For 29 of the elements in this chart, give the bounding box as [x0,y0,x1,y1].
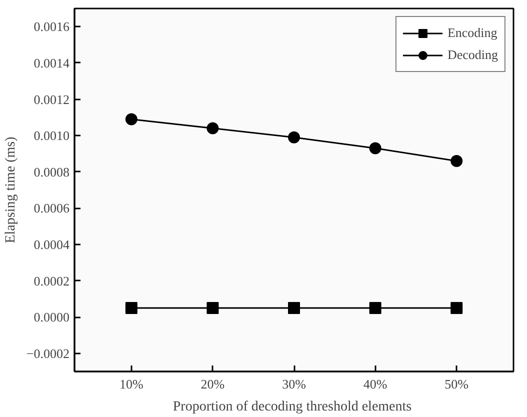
y-tick-label: 0.0014 [34,55,70,70]
x-tick-label: 10% [119,376,144,392]
point [125,302,138,314]
y-tick-label: 0.0012 [34,92,70,107]
x-tick-label: 40% [363,376,388,392]
point [206,122,219,134]
y-tick-label: 0.0002 [34,273,70,288]
y-tick-label: 0.0010 [34,128,70,144]
point [369,302,382,314]
x-tick-label: 30% [282,376,306,392]
point [125,113,138,126]
x-axis-title: Proportion of decoding threshold elements [172,400,412,414]
point [288,302,300,314]
point [450,154,463,167]
y-tick-label: 0.0008 [34,164,70,180]
legend-label: Encoding [447,25,498,41]
y-tick-label: 0.0006 [34,200,70,216]
point [288,131,300,144]
y-axis-title: Elapsing time (ms) [3,136,18,244]
y-tick-label: 0.0004 [34,236,70,252]
legend-label: Decoding [447,47,498,63]
y-tick-label: −0.0002 [26,346,70,361]
point [206,302,219,314]
x-tick-label: 20% [200,376,225,392]
point [369,142,382,154]
point [450,302,463,314]
y-tick-label: 0.0016 [34,19,70,34]
y-tick-label: 0.0000 [34,310,70,325]
x-tick-label: 50% [444,376,469,392]
